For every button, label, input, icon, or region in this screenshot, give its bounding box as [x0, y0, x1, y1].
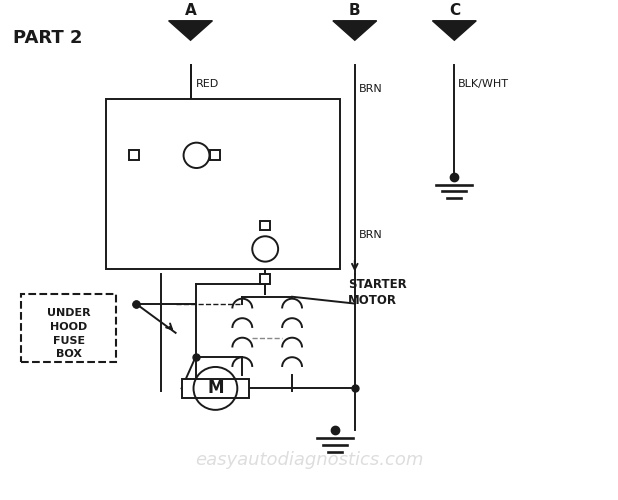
Bar [182, 378, 249, 398]
Polygon shape [169, 21, 213, 40]
Text: BLK/WHT: BLK/WHT [459, 79, 509, 89]
Text: RED: RED [269, 192, 292, 202]
Text: BRN: BRN [359, 230, 383, 240]
Polygon shape [333, 21, 377, 40]
Text: BRN: BRN [359, 84, 383, 94]
FancyBboxPatch shape [106, 99, 340, 270]
Bar [260, 220, 270, 230]
Bar [129, 150, 139, 160]
Text: HOOD: HOOD [50, 322, 87, 332]
Text: PART 2: PART 2 [14, 28, 83, 46]
Text: STARTER: STARTER [348, 278, 407, 290]
Text: RED: RED [195, 79, 219, 89]
Text: B: B [349, 3, 361, 18]
Text: FUSE: FUSE [53, 336, 85, 345]
Text: M: M [207, 380, 224, 398]
FancyBboxPatch shape [21, 294, 116, 362]
Text: BOX: BOX [56, 350, 82, 360]
Text: A: A [185, 3, 197, 18]
Text: MOTOR: MOTOR [348, 294, 397, 307]
Text: RED: RED [229, 142, 252, 152]
Bar [260, 274, 270, 284]
Bar [211, 150, 221, 160]
Text: easyautodiagnostics.com: easyautodiagnostics.com [195, 450, 423, 468]
Polygon shape [433, 21, 476, 40]
Text: C: C [449, 3, 460, 18]
Text: UNDER: UNDER [47, 308, 90, 318]
